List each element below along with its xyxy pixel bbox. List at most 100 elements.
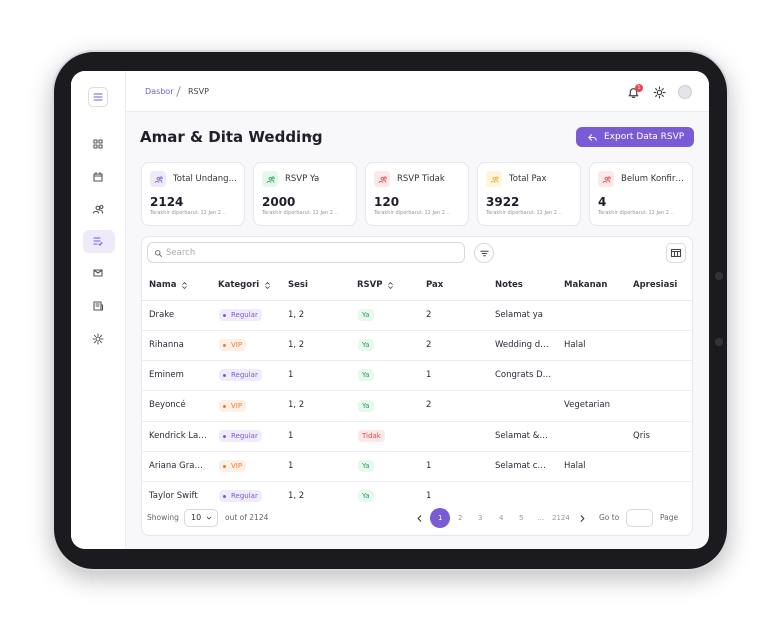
title-dropdown[interactable] bbox=[304, 132, 314, 142]
cell: 2 bbox=[426, 400, 432, 411]
column-header[interactable]: Kategori bbox=[218, 279, 260, 290]
stat-updated: Terakhir diperbarui: 12 Jan 2… bbox=[374, 209, 450, 216]
settings-icon[interactable] bbox=[652, 85, 666, 99]
cell: Halal bbox=[564, 339, 586, 350]
stat-value: 120 bbox=[374, 195, 400, 209]
stat-icon-bg bbox=[374, 171, 390, 187]
cell: Wedding d… bbox=[495, 339, 549, 350]
cell: Congrats D… bbox=[495, 370, 552, 381]
page-title: Amar & Dita Wedding bbox=[140, 127, 323, 146]
row-divider bbox=[141, 390, 693, 392]
stat-value: 2000 bbox=[262, 195, 296, 209]
cell: 1 bbox=[288, 430, 294, 441]
badge: Ya bbox=[358, 460, 374, 472]
menu-icon[interactable] bbox=[92, 91, 104, 103]
search-box[interactable] bbox=[147, 242, 465, 263]
nav-icon[interactable] bbox=[92, 300, 104, 312]
breadcrumb-current: RSVP bbox=[188, 87, 209, 96]
guest-name: Eminem bbox=[149, 370, 184, 381]
guest-name: Ariana Gra… bbox=[149, 460, 203, 471]
cell: 1 bbox=[426, 370, 432, 381]
badge-dot bbox=[223, 344, 226, 348]
stat-icon-bg bbox=[262, 171, 278, 187]
cell: Selamat &… bbox=[495, 430, 548, 441]
guest-name: Kendrick La… bbox=[149, 430, 207, 441]
badge-dot bbox=[223, 434, 226, 438]
badge-dot bbox=[223, 404, 226, 408]
stat-icon-bg bbox=[486, 171, 502, 187]
page-label: Page bbox=[660, 513, 679, 523]
columns-button[interactable] bbox=[666, 243, 686, 263]
badge: Tidak bbox=[358, 429, 385, 442]
stat-label: Total Pax bbox=[509, 173, 547, 184]
pagination-bar bbox=[142, 506, 692, 535]
sort-icon[interactable] bbox=[180, 281, 189, 290]
cell: 1 bbox=[426, 490, 432, 501]
cell: 2 bbox=[426, 339, 432, 350]
cell: 1 bbox=[288, 460, 294, 471]
current-page-bg[interactable] bbox=[430, 508, 450, 528]
nav-icon[interactable] bbox=[92, 203, 104, 215]
page-number[interactable]: 3 bbox=[478, 513, 483, 522]
page-number[interactable]: 4 bbox=[499, 513, 504, 522]
filter-icon[interactable] bbox=[479, 248, 490, 259]
stat-value: 3922 bbox=[486, 195, 520, 209]
button bbox=[715, 338, 723, 346]
nav-icon[interactable] bbox=[92, 235, 104, 247]
guest-name: Rihanna bbox=[149, 339, 184, 350]
badge-dot bbox=[223, 314, 226, 317]
cell: 1 bbox=[426, 460, 432, 471]
stat-icon-bg bbox=[598, 171, 614, 187]
screen: Dasbor RSVP 1 Amar & Dita Wedding Export Dat… bbox=[71, 71, 709, 549]
next-page[interactable] bbox=[577, 513, 588, 524]
cell: Qris bbox=[633, 430, 650, 441]
avatar[interactable] bbox=[678, 85, 692, 99]
breadcrumb-link[interactable]: Dasbor bbox=[145, 87, 174, 96]
badge: Ya bbox=[358, 339, 374, 352]
sort-icon[interactable] bbox=[386, 281, 395, 290]
cell: 1 bbox=[288, 370, 294, 381]
stat-icon-bg bbox=[150, 171, 166, 187]
badge: Regular bbox=[219, 429, 262, 442]
stat-icon bbox=[154, 175, 163, 183]
column-header: Pax bbox=[426, 279, 444, 290]
go-to-label: Go to bbox=[599, 513, 620, 523]
page-number[interactable]: 2124 bbox=[552, 513, 570, 522]
guest-name: Taylor Swift bbox=[149, 490, 198, 501]
go-to-input[interactable] bbox=[626, 509, 653, 527]
row-divider bbox=[141, 360, 693, 362]
row-divider bbox=[141, 330, 693, 331]
cell: 1, 2 bbox=[288, 490, 305, 501]
columns-icon[interactable] bbox=[670, 247, 682, 259]
nav-icon[interactable] bbox=[92, 171, 104, 183]
stat-icon bbox=[490, 175, 499, 183]
cell: Vegetarian bbox=[564, 400, 611, 411]
nav-icon[interactable] bbox=[92, 138, 104, 150]
column-header[interactable]: RSVP bbox=[357, 279, 383, 290]
guest-name: Beyoncé bbox=[149, 400, 186, 411]
badge: VIP bbox=[219, 339, 247, 352]
stat-icon bbox=[602, 175, 611, 183]
column-header[interactable]: Nama bbox=[149, 279, 177, 290]
stat-icon bbox=[266, 175, 275, 183]
page-number[interactable]: ... bbox=[537, 513, 545, 522]
nav-icon[interactable] bbox=[92, 267, 104, 279]
page-number[interactable]: 2 bbox=[458, 513, 463, 522]
nav-icon[interactable] bbox=[92, 333, 104, 345]
cell: 1, 2 bbox=[288, 400, 305, 411]
export-button[interactable] bbox=[576, 127, 694, 147]
column-header: Makanan bbox=[564, 279, 608, 290]
table-card bbox=[141, 236, 693, 536]
stat-updated: Terakhir diperbarui: 12 Jan 2… bbox=[598, 209, 674, 216]
page-number[interactable]: 5 bbox=[519, 513, 524, 522]
badge: VIP bbox=[219, 399, 247, 412]
stat-updated: Terakhir diperbarui: 12 Jan 2… bbox=[486, 209, 562, 216]
prev-page[interactable] bbox=[414, 513, 425, 524]
page-size-select[interactable] bbox=[184, 509, 218, 527]
stat-label: RSVP Ya bbox=[285, 173, 320, 184]
page-number[interactable]: 1 bbox=[438, 513, 443, 522]
stat-icon bbox=[378, 175, 387, 183]
cell: 1, 2 bbox=[288, 339, 305, 350]
badge: Regular bbox=[219, 369, 262, 382]
sort-icon[interactable] bbox=[263, 281, 272, 290]
